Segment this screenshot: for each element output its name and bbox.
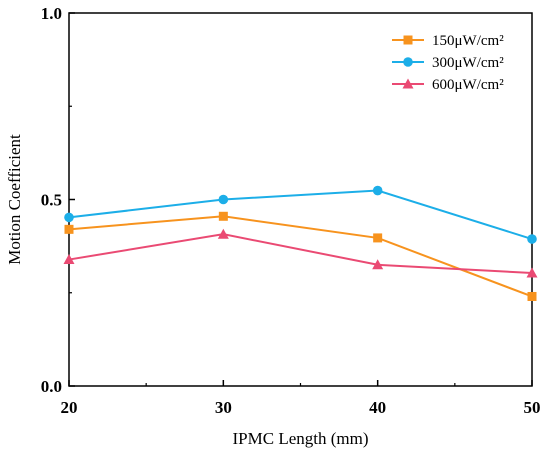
y-tick-label: 1.0 xyxy=(41,4,62,23)
data-point xyxy=(527,291,537,301)
x-axis-label: IPMC Length (mm) xyxy=(233,429,369,448)
legend-label: 600μW/cm² xyxy=(432,77,504,93)
data-point xyxy=(526,267,538,278)
data-point xyxy=(218,211,228,221)
legend-label: 150μW/cm² xyxy=(432,33,504,49)
axes: 20 30 40 50 0.0 0.5 1.0 xyxy=(41,4,541,417)
series-3 xyxy=(63,228,538,278)
data-point xyxy=(372,185,383,196)
x-tick-label: 20 xyxy=(61,398,78,417)
legend-item-1: 150μW/cm² xyxy=(392,33,504,49)
legend-label: 300μW/cm² xyxy=(432,55,504,71)
legend-item-2: 300μW/cm² xyxy=(392,55,504,71)
data-point xyxy=(373,233,383,243)
data-point xyxy=(64,212,74,223)
y-axis-label: Motion Coefficient xyxy=(5,134,24,265)
x-tick-label: 30 xyxy=(215,398,232,417)
y-tick-label: 0.5 xyxy=(41,191,62,210)
legend-marker xyxy=(402,78,414,89)
series-line xyxy=(68,233,533,274)
series-1 xyxy=(64,211,537,301)
y-tick-label: 0.0 xyxy=(41,377,62,396)
x-tick-label: 40 xyxy=(369,398,386,417)
series-2 xyxy=(64,185,537,244)
data-point xyxy=(218,194,229,205)
legend-marker xyxy=(403,35,413,45)
legend-marker xyxy=(403,57,413,67)
data-point xyxy=(64,224,74,234)
data-point xyxy=(63,254,75,265)
x-tick-label: 50 xyxy=(524,398,541,417)
series-line xyxy=(68,215,533,298)
data-point xyxy=(372,259,384,270)
legend-item-3: 600μW/cm² xyxy=(392,77,504,93)
series-line xyxy=(68,189,533,240)
data-point xyxy=(217,228,229,239)
series-layer xyxy=(63,185,538,301)
legend: 150μW/cm² 300μW/cm² 600μW/cm² xyxy=(392,33,504,93)
data-point xyxy=(527,234,537,244)
